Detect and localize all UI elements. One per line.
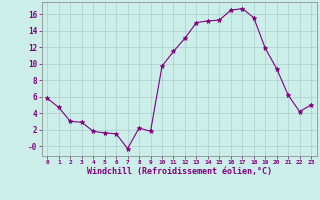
X-axis label: Windchill (Refroidissement éolien,°C): Windchill (Refroidissement éolien,°C) bbox=[87, 167, 272, 176]
